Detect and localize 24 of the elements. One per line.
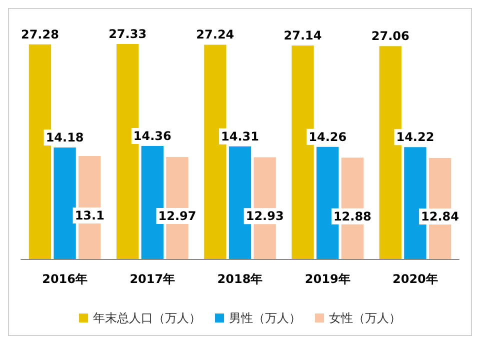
legend-label: 男性（万人） — [229, 311, 301, 325]
data-label: 27.24 — [196, 28, 234, 42]
bar — [54, 147, 76, 259]
x-tick-label: 2020年 — [392, 272, 438, 286]
data-label: 12.88 — [333, 209, 372, 224]
data-label: 12.84 — [421, 209, 460, 224]
data-label: 14.31 — [221, 129, 259, 144]
legend-label: 年末总人口（万人） — [93, 311, 201, 325]
x-tick-label: 2016年 — [42, 272, 88, 286]
x-tick-label: 2017年 — [130, 272, 176, 286]
data-label: 27.06 — [371, 29, 410, 44]
legend-label: 女性（万人） — [329, 311, 401, 325]
x-tick-label: 2018年 — [217, 272, 263, 286]
x-tick-label: 2019年 — [304, 272, 350, 286]
data-label: 13.1 — [74, 208, 104, 222]
data-label: 14.36 — [133, 129, 172, 144]
data-label: 27.28 — [20, 27, 59, 42]
data-label: 14.18 — [46, 130, 84, 144]
data-label: 14.22 — [396, 130, 434, 144]
data-label: 27.33 — [108, 27, 147, 42]
data-label: 14.26 — [308, 130, 347, 144]
data-label: 27.14 — [284, 28, 322, 42]
data-label: 12.93 — [246, 209, 284, 224]
data-label: 12.97 — [158, 208, 196, 223]
